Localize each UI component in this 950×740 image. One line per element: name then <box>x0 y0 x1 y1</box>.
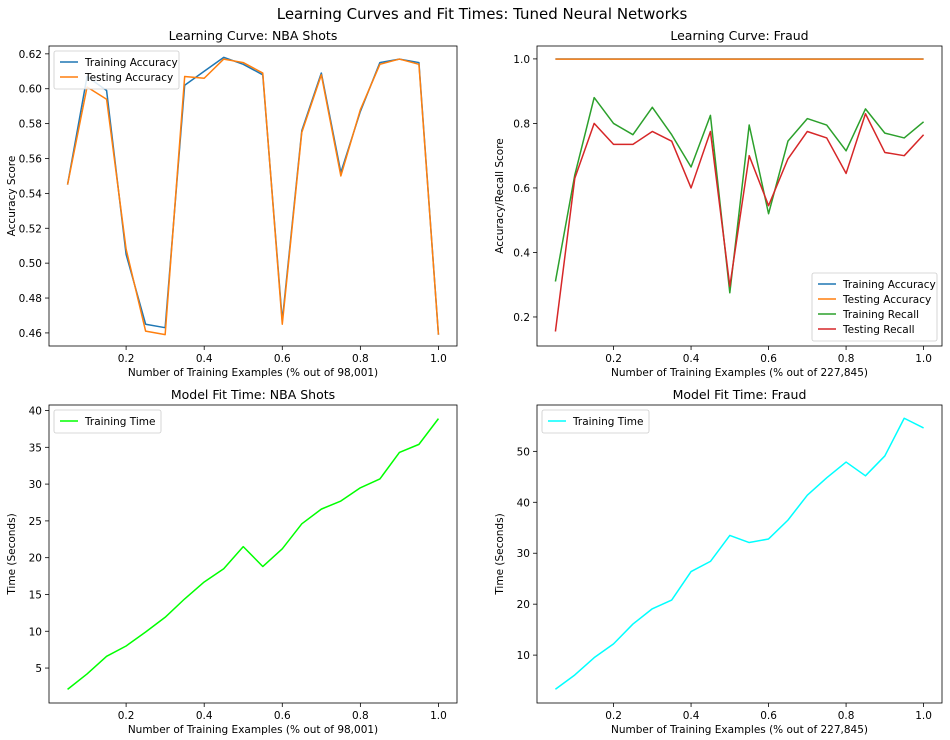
y-tick-label: 40 <box>29 406 42 418</box>
y-tick-label: 1.0 <box>513 54 530 66</box>
x-tick-label: 0.6 <box>274 353 291 365</box>
x-tick-label: 0.2 <box>118 710 135 722</box>
x-tick-label: 1.0 <box>915 353 932 365</box>
y-tick-label: 10 <box>517 650 530 662</box>
x-tick-label: 0.2 <box>118 353 135 365</box>
series-line-1 <box>66 56 440 335</box>
y-tick-label: 0.52 <box>19 223 42 235</box>
legend: Training Accuracy Testing Accuracy <box>53 50 180 90</box>
chart-title: Learning Curve: NBA Shots <box>169 28 338 43</box>
x-tick-label: 0.4 <box>196 710 213 722</box>
legend-label: Training Accuracy <box>84 57 178 69</box>
y-tick-label: 15 <box>29 589 42 601</box>
x-tick-label: 0.6 <box>760 710 777 722</box>
y-axis-label: Accuracy/Recall Score <box>494 138 506 254</box>
y-tick-label: 0.58 <box>19 119 42 131</box>
x-tick-label: 0.4 <box>196 353 213 365</box>
y-axis-label: Accuracy Score <box>6 156 18 237</box>
axes-frame <box>48 45 458 347</box>
y-tick-label: 20 <box>29 553 42 565</box>
series-line-4 <box>554 112 925 332</box>
y-tick-label: 35 <box>29 442 42 454</box>
chart-panel-1: Learning Curve: NBA Shots Number of Train… <box>6 28 458 379</box>
chart-panel-3: Model Fit Time: NBA Shots Number of Train… <box>6 387 458 736</box>
x-axis-label: Number of Training Examples (% out of 98… <box>128 724 378 736</box>
y-axis-label: Time (Seconds) <box>6 513 18 595</box>
legend-label: Training Recall <box>842 309 919 321</box>
axes-frame <box>536 45 943 347</box>
x-tick-label: 0.6 <box>274 710 291 722</box>
x-axis-label: Number of Training Examples (% out of 98… <box>128 367 378 379</box>
y-axis-label: Time (Seconds) <box>494 513 506 595</box>
y-tick-label: 25 <box>29 516 42 528</box>
y-tick-label: 0.2 <box>513 312 530 324</box>
x-tick-label: 0.6 <box>760 353 777 365</box>
y-tick-label: 30 <box>517 548 530 560</box>
y-tick-label: 0.8 <box>513 118 530 130</box>
x-tick-label: 0.8 <box>352 710 369 722</box>
y-tick-label: 0.4 <box>513 247 530 259</box>
series-line-3 <box>554 96 925 294</box>
axes-frame <box>536 404 943 704</box>
x-axis-label: Number of Training Examples (% out of 22… <box>611 367 868 379</box>
x-tick-label: 1.0 <box>915 710 932 722</box>
axes-frame <box>48 404 458 704</box>
x-tick-label: 1.0 <box>430 710 447 722</box>
y-tick-label: 40 <box>517 497 530 509</box>
legend: Training Accuracy Testing Accuracy Trainin… <box>811 272 938 342</box>
chart-title: Model Fit Time: NBA Shots <box>171 387 335 402</box>
y-tick-label: 0.46 <box>19 328 43 340</box>
x-tick-label: 0.4 <box>683 710 700 722</box>
legend-label: Training Time <box>84 416 155 428</box>
x-tick-label: 0.8 <box>838 710 855 722</box>
legend: Training Time <box>53 409 162 434</box>
y-tick-label: 50 <box>517 446 530 458</box>
legend-label: Training Accuracy <box>842 279 936 291</box>
chart-title: Learning Curve: Fraud <box>670 28 808 43</box>
y-tick-label: 0.6 <box>513 183 530 195</box>
legend-label: Training Time <box>572 416 643 428</box>
y-tick-label: 5 <box>35 663 42 675</box>
x-tick-label: 0.4 <box>683 353 700 365</box>
legend-label: Testing Accuracy <box>84 72 173 84</box>
y-tick-label: 0.54 <box>19 188 43 200</box>
x-tick-label: 1.0 <box>430 353 447 365</box>
y-tick-label: 0.56 <box>19 154 43 166</box>
x-tick-label: 0.2 <box>605 353 622 365</box>
chart-title: Model Fit Time: Fraud <box>673 387 807 402</box>
y-tick-label: 0.48 <box>19 293 42 305</box>
legend: Training Time <box>541 409 650 434</box>
y-tick-label: 20 <box>517 599 530 611</box>
y-tick-label: 0.50 <box>19 258 42 270</box>
legend-label: Testing Accuracy <box>842 294 931 306</box>
x-tick-label: 0.8 <box>352 353 369 365</box>
x-tick-label: 0.8 <box>838 353 855 365</box>
figure-title: Learning Curves and Fit Times: Tuned Neu… <box>277 5 688 23</box>
y-tick-label: 10 <box>29 626 42 638</box>
y-tick-label: 0.62 <box>19 49 42 61</box>
chart-panel-2: Learning Curve: Fraud Number of Training … <box>494 28 943 379</box>
x-tick-label: 0.2 <box>605 710 622 722</box>
series-line-2 <box>66 58 440 336</box>
x-axis-label: Number of Training Examples (% out of 22… <box>611 724 868 736</box>
chart-panel-4: Model Fit Time: Fraud Number of Training … <box>494 387 943 736</box>
series-line-1 <box>554 417 924 690</box>
y-tick-label: 30 <box>29 479 42 491</box>
y-tick-label: 0.60 <box>19 84 42 96</box>
series-line-1 <box>67 418 440 690</box>
legend-label: Testing Recall <box>842 324 915 336</box>
